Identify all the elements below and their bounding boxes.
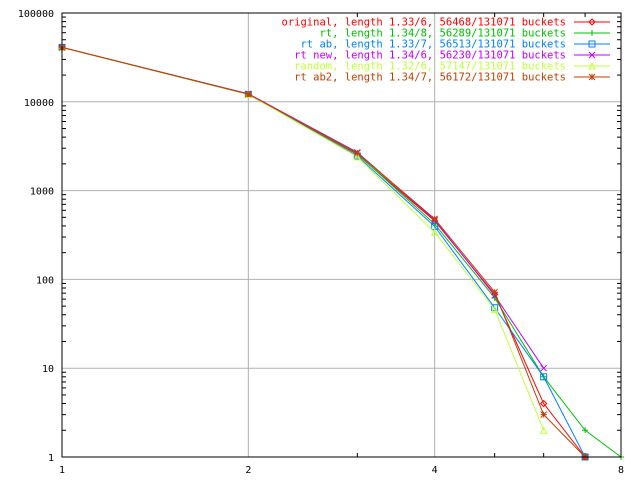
data-point — [431, 215, 439, 223]
y-tick-label: 100000 — [18, 9, 54, 20]
y-tick-label: 10 — [42, 364, 54, 375]
series-line — [61, 46, 545, 369]
series-group — [58, 43, 548, 434]
y-tick-label: 1 — [48, 453, 54, 464]
data-point — [588, 18, 596, 26]
legend-entry: rt new, length 1.34/6, 56230/131071 buck… — [294, 50, 610, 62]
legend-entry: rt ab, length 1.33/7, 56513/131071 bucke… — [300, 39, 610, 51]
grid — [62, 13, 621, 457]
legend-label: rt, length 1.34/8, 56289/131071 buckets — [319, 28, 566, 40]
legend-entry: random, length 1.32/6, 57147/131071 buck… — [294, 61, 610, 73]
series-line — [61, 46, 586, 458]
data-point — [539, 426, 548, 434]
data-point — [540, 373, 548, 381]
y-tick-label: 1000 — [30, 187, 54, 198]
legend-label: original, length 1.33/6, 56468/131071 bu… — [282, 17, 566, 29]
data-point — [582, 427, 589, 434]
series-line — [61, 46, 545, 431]
y-tick-label: 100 — [36, 275, 54, 286]
legend-entry: rt, length 1.34/8, 56289/131071 buckets — [319, 28, 610, 40]
x-tick-label: 4 — [432, 465, 438, 476]
series-group — [58, 43, 589, 461]
data-point — [588, 51, 596, 59]
series-line — [61, 46, 586, 458]
data-point — [540, 364, 548, 372]
series-group — [58, 44, 589, 461]
legend-entry: rt ab2, length 1.34/7, 56172/131071 buck… — [294, 72, 610, 84]
data-point — [588, 73, 596, 81]
data-point — [491, 288, 499, 296]
data-point — [589, 30, 595, 36]
x-tick-label: 2 — [245, 465, 251, 476]
data-point — [353, 149, 361, 157]
data-point — [353, 152, 362, 161]
data-point — [539, 399, 548, 408]
legend-label: rt new, length 1.34/6, 56230/131071 buck… — [294, 50, 566, 62]
x-tick-label: 1 — [59, 465, 65, 476]
series-line — [61, 46, 622, 458]
legend-label: rt ab2, length 1.34/7, 56172/131071 buck… — [294, 72, 566, 84]
series-group — [58, 44, 548, 372]
series-line — [61, 46, 586, 458]
series-lines — [58, 43, 624, 461]
x-tick-label: 8 — [618, 465, 624, 476]
data-point — [540, 411, 548, 418]
series-group — [58, 43, 589, 461]
legend-label: random, length 1.32/6, 57147/131071 buck… — [294, 61, 566, 73]
y-tick-label: 10000 — [24, 98, 54, 109]
series-group — [59, 44, 624, 460]
legend-entry: original, length 1.33/6, 56468/131071 bu… — [282, 17, 610, 29]
data-point — [588, 61, 596, 70]
legend: original, length 1.33/6, 56468/131071 bu… — [282, 17, 610, 84]
legend-label: rt ab, length 1.33/7, 56513/131071 bucke… — [300, 39, 566, 51]
data-point — [430, 228, 439, 236]
data-point — [588, 40, 596, 48]
plot-frame — [61, 12, 622, 458]
data-point — [244, 90, 252, 98]
data-point — [491, 304, 499, 312]
axis-ticks: 1 2 4 8 1 10 100 1000 10000 100000 — [18, 9, 624, 476]
data-point — [490, 305, 499, 313]
